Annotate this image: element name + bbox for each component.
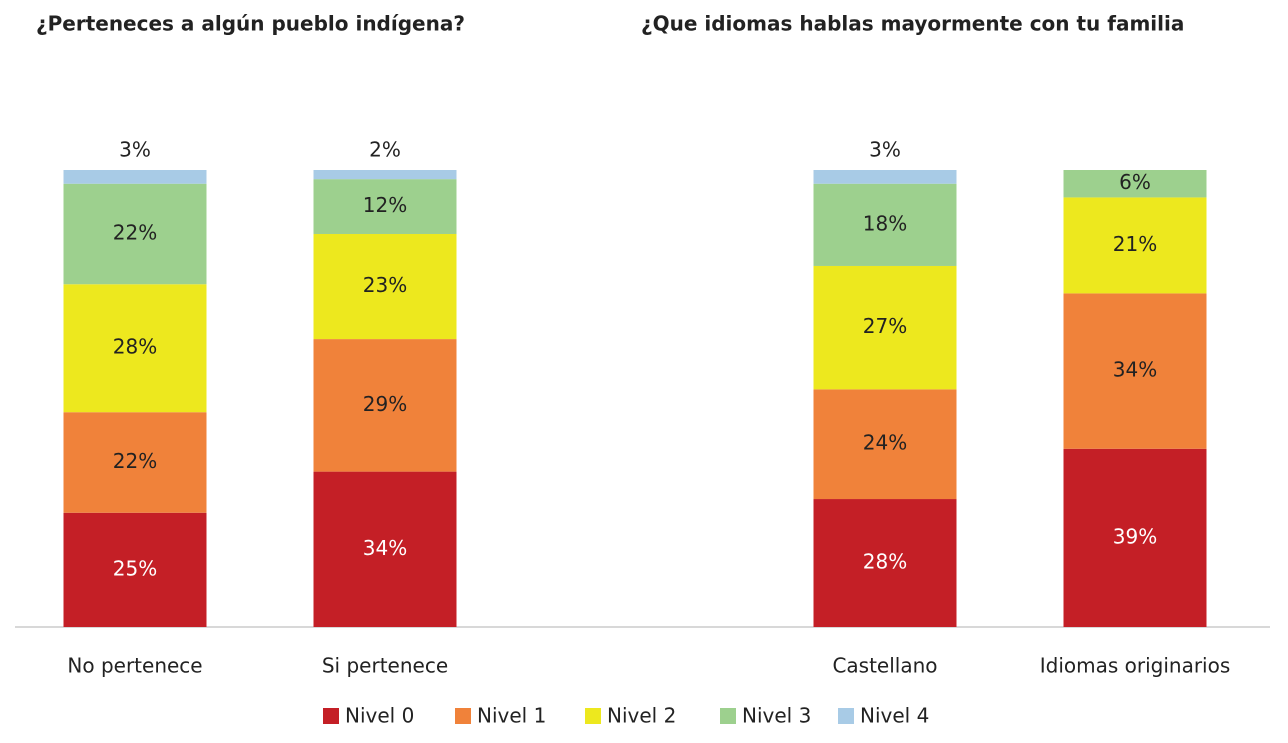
data-label: 27% xyxy=(863,314,907,338)
bar-segment xyxy=(313,170,457,180)
legend-swatch xyxy=(455,708,471,724)
data-label: 18% xyxy=(863,211,907,235)
legend-swatch xyxy=(720,708,736,724)
legend-label: Nivel 4 xyxy=(860,704,929,728)
bar-segment xyxy=(63,170,207,184)
bar-segment xyxy=(813,265,957,390)
data-label: 21% xyxy=(1113,232,1157,256)
data-label: 2% xyxy=(369,138,401,162)
data-label: 28% xyxy=(113,335,157,359)
legend-label: Nivel 0 xyxy=(345,704,414,728)
data-label: 3% xyxy=(119,138,151,162)
legend-label: Nivel 2 xyxy=(607,704,676,728)
data-label: 22% xyxy=(113,449,157,473)
data-label: 34% xyxy=(363,536,407,560)
data-label: 12% xyxy=(363,193,407,217)
bar-segment xyxy=(313,339,457,472)
legend-label: Nivel 3 xyxy=(742,704,811,728)
chart-title: ¿Que idiomas hablas mayormente con tu fa… xyxy=(641,12,1184,36)
bar-segment xyxy=(313,233,457,340)
bar-segment xyxy=(813,183,957,266)
legend-label: Nivel 1 xyxy=(477,704,546,728)
legend-swatch xyxy=(838,708,854,724)
bar-segment xyxy=(813,389,957,500)
data-label: 24% xyxy=(863,431,907,455)
bar-segment xyxy=(1063,448,1207,627)
data-label: 22% xyxy=(113,220,157,244)
bar-segment xyxy=(1063,170,1207,198)
data-label: 6% xyxy=(1119,170,1151,194)
legend-swatch xyxy=(323,708,339,724)
bar-segment xyxy=(63,512,207,627)
data-label: 3% xyxy=(869,138,901,162)
bar-segment xyxy=(813,499,957,627)
legend-swatch xyxy=(585,708,601,724)
data-label: 34% xyxy=(1113,358,1157,382)
data-label: 29% xyxy=(363,392,407,416)
data-label: 25% xyxy=(113,556,157,580)
chart-title: ¿Perteneces a algún pueblo indígena? xyxy=(36,12,465,36)
bar-segment xyxy=(813,170,957,184)
bar-segment xyxy=(1063,197,1207,294)
bar-segment xyxy=(63,183,207,285)
x-tick-label: No pertenece xyxy=(67,654,202,678)
bar-segment xyxy=(313,471,457,627)
bar-segment xyxy=(1063,293,1207,449)
data-label: 23% xyxy=(363,273,407,297)
data-label: 28% xyxy=(863,550,907,574)
bar-segment xyxy=(63,284,207,413)
x-tick-label: Si pertenece xyxy=(322,654,448,678)
x-tick-label: Castellano xyxy=(832,654,937,678)
data-label: 39% xyxy=(1113,524,1157,548)
bar-segment xyxy=(313,179,457,234)
x-tick-label: Idiomas originarios xyxy=(1040,654,1231,678)
bar-segment xyxy=(63,412,207,513)
